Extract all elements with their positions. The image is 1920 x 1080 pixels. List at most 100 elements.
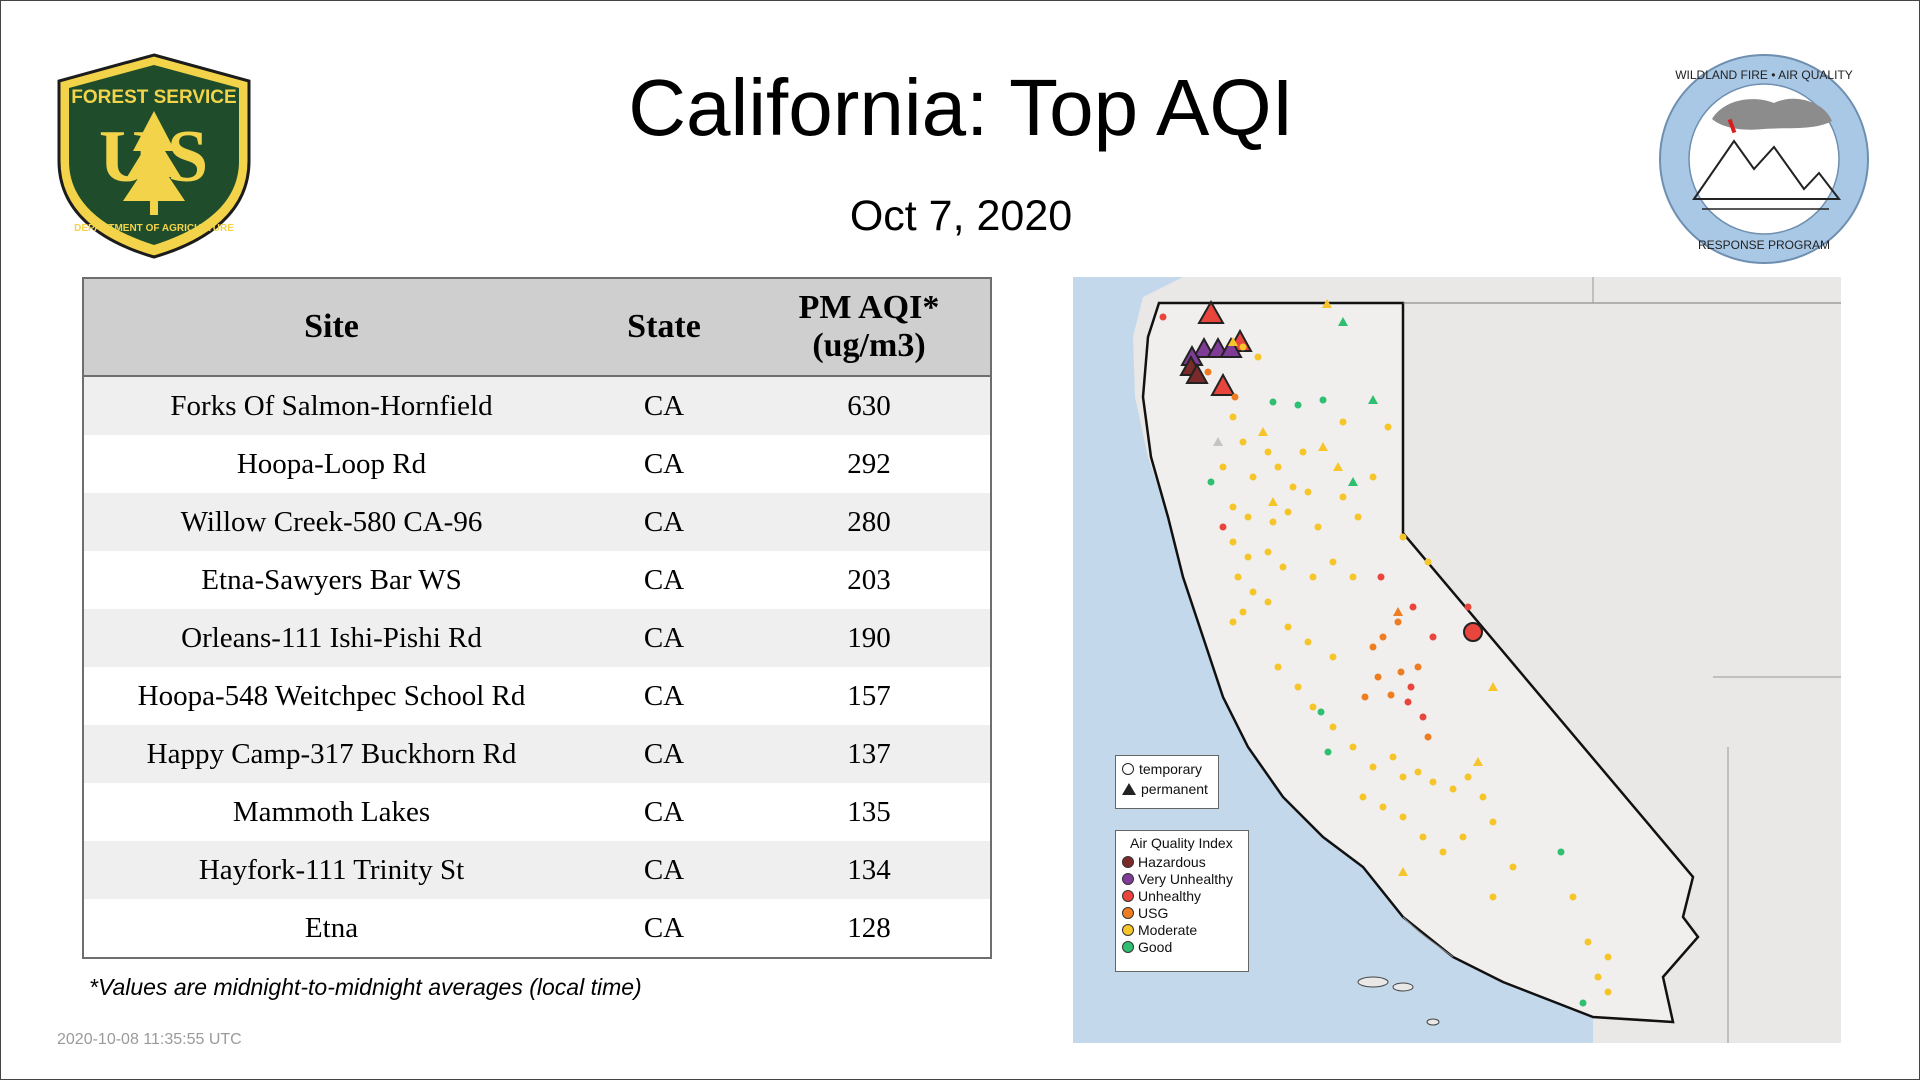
very-unhealthy-swatch [1122, 873, 1134, 885]
legend-temporary-label: temporary [1139, 761, 1203, 777]
aqi-cell: 292 [847, 447, 891, 480]
site-marker-usg [1379, 633, 1387, 641]
site-cell: Hoopa-548 Weitchpec School Rd [137, 679, 526, 712]
legend-permanent-label: permanent [1141, 781, 1208, 797]
site-marker-moderate [1309, 703, 1317, 711]
site-marker-unhealthy [1197, 299, 1225, 324]
small-markers [1159, 313, 1587, 1007]
site-marker-moderate [1304, 488, 1312, 496]
site-cell: Willow Creek-580 CA-96 [180, 505, 483, 538]
small-triangles [1213, 299, 1498, 876]
large-markers [1179, 299, 1483, 642]
site-marker-usg [1204, 368, 1212, 376]
legend-item-label: Moderate [1138, 922, 1198, 938]
site-marker-unhealthy [1404, 698, 1412, 706]
site-marker-moderate [1339, 493, 1347, 501]
legend-item: USG [1122, 905, 1168, 921]
legend-permanent: permanent [1122, 781, 1208, 797]
unhealthy-swatch [1122, 890, 1134, 902]
triangle-icon [1122, 783, 1136, 795]
site-marker-moderate [1339, 418, 1347, 426]
legend-item: Good [1122, 939, 1172, 955]
site-marker-moderate-permanent [1318, 442, 1328, 451]
legend-item: Very Unhealthy [1122, 871, 1233, 887]
site-marker-moderate [1279, 563, 1287, 571]
site-marker-usg [1374, 673, 1382, 681]
site-marker-good [1579, 999, 1587, 1007]
moderate-swatch [1122, 924, 1134, 936]
site-marker-moderate [1329, 558, 1337, 566]
site-marker-unhealthy [1210, 372, 1236, 396]
site-marker-moderate [1229, 413, 1237, 421]
state-cell: CA [643, 795, 685, 828]
top-aqi-table: Site State PM AQI* (ug/m3) Forks Of Salm… [82, 277, 992, 959]
site-marker-unhealthy [1407, 683, 1415, 691]
site-cell: Hayfork-111 Trinity St [198, 853, 465, 886]
site-marker-moderate [1329, 653, 1337, 661]
state-cell: CA [643, 737, 685, 770]
legend-item-label: USG [1138, 905, 1169, 921]
table-row: Orleans-111 Ishi-Pishi Rd CA 190 [84, 609, 990, 667]
svg-text:RESPONSE PROGRAM: RESPONSE PROGRAM [1698, 238, 1830, 252]
site-marker-moderate [1264, 448, 1272, 456]
legend-item: Hazardous [1122, 854, 1206, 870]
site-marker-usg [1397, 668, 1405, 676]
site-marker-unhealthy [1219, 523, 1227, 531]
site-marker-moderate [1264, 548, 1272, 556]
aqi-map [1073, 277, 1841, 1043]
site-marker-moderate [1294, 683, 1302, 691]
site-cell: Etna-Sawyers Bar WS [201, 563, 462, 596]
state-cell: CA [643, 447, 685, 480]
site-marker-very-unhealthy [1219, 336, 1243, 358]
date-label: Oct 7, 2020 [849, 192, 1073, 240]
site-marker-good-permanent [1368, 395, 1378, 404]
site-marker-moderate [1414, 768, 1422, 776]
california-outline [1141, 301, 1700, 1024]
svg-text:WILDLAND FIRE • AIR QUALITY: WILDLAND FIRE • AIR QUALITY [1675, 68, 1853, 82]
site-marker-moderate [1229, 618, 1237, 626]
table-row: Etna CA 128 [84, 899, 990, 957]
site-marker-usg [1387, 691, 1395, 699]
site-marker-moderate [1244, 513, 1252, 521]
site-marker-moderate [1439, 848, 1447, 856]
state-cell: CA [643, 389, 685, 422]
header-state: State [627, 308, 701, 345]
site-marker-moderate [1329, 723, 1337, 731]
site-marker-usg [1369, 643, 1377, 651]
site-marker-moderate [1369, 763, 1377, 771]
site-cell: Happy Camp-317 Buckhorn Rd [146, 737, 517, 770]
site-marker-moderate-permanent [1268, 497, 1278, 506]
aqi-cell: 128 [847, 911, 891, 944]
state-cell: CA [643, 505, 685, 538]
site-marker-moderate [1274, 663, 1282, 671]
site-marker-moderate [1399, 813, 1407, 821]
site-marker-usg-permanent [1393, 607, 1403, 616]
table-row: Forks Of Salmon-Hornfield CA 630 [84, 377, 990, 435]
site-marker-moderate [1289, 483, 1297, 491]
site-marker-usg [1424, 733, 1432, 741]
site-marker-moderate [1234, 573, 1242, 581]
site-marker-good [1317, 708, 1325, 716]
site-marker-moderate [1489, 893, 1497, 901]
site-marker-moderate [1284, 508, 1292, 516]
site-marker-moderate [1604, 988, 1612, 996]
header-pm-aqi: PM AQI* (ug/m3) [749, 289, 989, 365]
state-cell: CA [643, 911, 685, 944]
site-marker-moderate [1354, 513, 1362, 521]
legend-temporary: temporary [1122, 761, 1202, 777]
site-marker-moderate [1229, 503, 1237, 511]
site-marker-good [1269, 398, 1277, 406]
site-marker-moderate [1239, 608, 1247, 616]
site-marker-moderate [1389, 753, 1397, 761]
site-marker-moderate-permanent [1228, 337, 1238, 346]
wildland-fire-logo: WILDLAND FIRE • AIR QUALITY RESPONSE PRO… [1654, 49, 1874, 269]
site-marker-moderate [1244, 553, 1252, 561]
legend-item-label: Very Unhealthy [1138, 871, 1233, 887]
forest-service-logo: FOREST SERVICE U S DEPARTMENT OF AGRICUL… [49, 51, 259, 261]
aqi-cell: 134 [847, 853, 891, 886]
table-row: Willow Creek-580 CA-96 CA 280 [84, 493, 990, 551]
site-marker-unhealthy [1419, 713, 1427, 721]
site-marker-moderate [1509, 863, 1517, 871]
site-marker-moderate [1264, 598, 1272, 606]
